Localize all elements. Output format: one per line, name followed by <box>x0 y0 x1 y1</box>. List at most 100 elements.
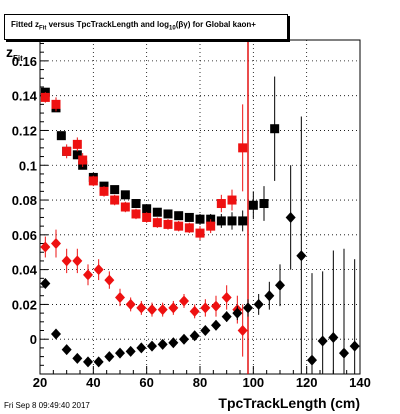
data-point-diamond <box>168 337 179 349</box>
data-point-diamond <box>157 304 168 316</box>
data-point-diamond <box>243 302 253 314</box>
data-point-diamond <box>136 342 147 354</box>
data-point-square <box>174 211 184 221</box>
data-point-diamond <box>72 352 83 364</box>
data-point-diamond <box>51 238 61 250</box>
data-point-diamond <box>115 291 125 303</box>
data-point-square <box>248 200 258 210</box>
data-point-diamond <box>72 255 83 267</box>
data-point-square <box>110 185 120 195</box>
data-point-diamond <box>179 295 189 307</box>
data-point-square <box>184 223 194 233</box>
data-point-square <box>78 155 88 165</box>
data-point-diamond <box>200 325 211 337</box>
data-point-diamond <box>275 279 285 291</box>
data-point-square <box>216 199 226 209</box>
data-point-square <box>110 195 120 205</box>
data-point-square <box>72 139 82 149</box>
data-point-diamond <box>136 302 147 314</box>
x-tick-label: 100 <box>242 375 264 390</box>
data-point-diamond <box>232 307 243 319</box>
data-point-diamond <box>211 300 221 312</box>
series-0 <box>40 76 280 232</box>
data-point-diamond <box>317 335 328 347</box>
y-tick-label: 0.1 <box>19 158 37 173</box>
data-point-square <box>131 209 141 219</box>
data-point-square <box>152 207 162 217</box>
data-point-diamond <box>211 319 221 331</box>
title-part-1: Fitted z <box>11 20 39 29</box>
title-part-3: (βγ) for Global kaon+ <box>175 20 256 29</box>
x-axis-title: TpcTrackLength (cm) <box>218 395 360 411</box>
data-point-square <box>270 124 280 134</box>
data-point-diamond <box>253 298 264 310</box>
data-point-square <box>62 146 72 156</box>
title-subscript-1: Fit <box>39 25 47 32</box>
title-box: Fitted zFit versus TpcTrackLength and lo… <box>4 14 288 40</box>
y-tick-label: 0.08 <box>12 193 37 208</box>
series-1 <box>40 92 248 241</box>
data-point-diamond <box>93 264 104 276</box>
data-point-square <box>174 221 184 231</box>
data-point-diamond <box>115 347 125 359</box>
data-point-diamond <box>61 344 72 356</box>
data-point-square <box>259 199 269 209</box>
data-point-square <box>227 216 237 226</box>
data-point-diamond <box>104 351 115 363</box>
x-tick-label: 80 <box>193 375 207 390</box>
data-point-diamond <box>179 333 189 345</box>
x-tick-label: 120 <box>296 375 318 390</box>
data-point-square <box>163 209 173 219</box>
data-point-square <box>40 92 50 102</box>
data-point-square <box>195 214 205 224</box>
data-point-diamond <box>40 241 51 253</box>
data-point-diamond <box>93 356 104 368</box>
data-point-square <box>195 228 205 238</box>
data-point-diamond <box>147 304 157 316</box>
chart-title: Fitted zFit versus TpcTrackLength and lo… <box>11 20 256 32</box>
title-part-2: versus TpcTrackLength and log <box>46 20 170 29</box>
data-point-diamond <box>328 331 339 343</box>
data-point-square <box>206 221 216 231</box>
y-tick-label: 0.04 <box>12 263 38 278</box>
data-point-diamond <box>221 311 232 323</box>
y-axis-title-main: z <box>6 44 13 60</box>
data-point-square <box>99 186 109 196</box>
data-point-diamond <box>349 340 360 352</box>
series-3 <box>40 116 360 374</box>
data-point-diamond <box>339 347 349 359</box>
data-point-diamond <box>83 269 93 281</box>
data-point-diamond <box>51 328 61 340</box>
y-axis-title-sub: Fit <box>13 54 23 63</box>
data-point-diamond <box>221 291 232 303</box>
series-2 <box>40 229 248 357</box>
y-tick-label: 0 <box>30 332 37 347</box>
data-point-square <box>131 199 141 209</box>
x-tick-label: 40 <box>86 375 100 390</box>
data-point-diamond <box>307 354 317 366</box>
y-tick-label: 0.02 <box>12 297 37 312</box>
data-point-square <box>72 150 82 160</box>
y-tick-label: 0.16 <box>12 54 37 69</box>
y-tick-label: 0.12 <box>12 123 37 138</box>
data-point-diamond <box>125 298 136 310</box>
data-point-diamond <box>147 340 157 352</box>
data-point-diamond <box>125 345 136 357</box>
data-point-diamond <box>296 250 307 262</box>
data-point-square <box>142 212 152 222</box>
y-tick-label: 0.14 <box>12 89 38 104</box>
data-point-square <box>56 131 66 141</box>
title-subscript-2: 10 <box>169 25 176 32</box>
data-point-square <box>184 212 194 222</box>
data-point-diamond <box>83 356 93 368</box>
data-point-square <box>120 190 130 200</box>
data-point-square <box>216 216 226 226</box>
data-point-diamond <box>61 255 72 267</box>
x-tick-label: 60 <box>139 375 153 390</box>
data-point-square <box>152 218 162 228</box>
data-point-diamond <box>104 274 115 286</box>
data-point-square <box>238 216 248 226</box>
data-point-square <box>51 99 61 109</box>
data-point-square <box>238 143 248 153</box>
